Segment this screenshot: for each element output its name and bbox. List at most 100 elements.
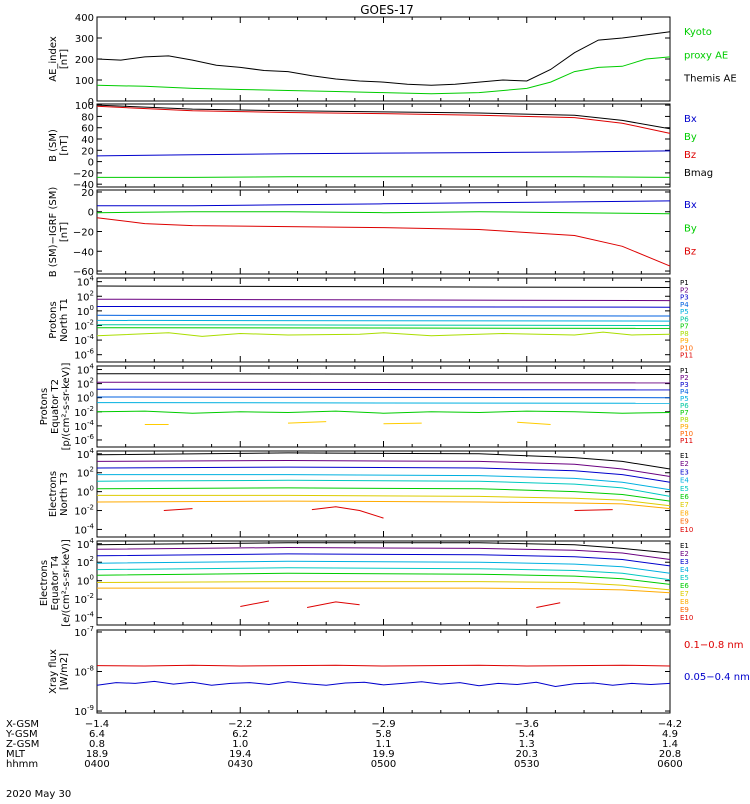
y-axis-label: B (SM) xyxy=(48,129,59,162)
series-line xyxy=(96,331,671,337)
x-axis-tick-label: 5.4 xyxy=(519,729,535,740)
y-axis-label: B (SM)−IGRF (SM) xyxy=(48,187,59,278)
y-tick-label: 100 xyxy=(75,101,94,112)
series-line xyxy=(96,105,671,134)
y-tick-label: −20 xyxy=(73,228,94,239)
series-line xyxy=(97,474,671,491)
y-tick-exponent: -6 xyxy=(87,433,95,441)
y-tick-exponent: -6 xyxy=(87,348,95,356)
series-line xyxy=(96,285,671,288)
x-axis-tick-label: −4.2 xyxy=(658,719,682,730)
panel-frame xyxy=(96,277,671,363)
y-tick-exponent: -4 xyxy=(87,333,95,341)
legend-entry: Bz xyxy=(684,247,696,258)
y-tick-label: 20 xyxy=(81,146,94,157)
legend-entry: Bz xyxy=(684,150,696,161)
series-line xyxy=(574,509,613,511)
y-tick-label: 60 xyxy=(81,124,94,135)
legend-entry: P10 xyxy=(680,430,693,438)
y-axis-label: Equator T4 xyxy=(50,556,61,611)
y-axis-label: [nT] xyxy=(59,135,70,155)
y-tick-label: 400 xyxy=(75,13,94,24)
y-tick-label: 10-7 xyxy=(74,625,94,639)
legend-entry: P1 xyxy=(680,367,689,375)
y-tick-exponent: 2 xyxy=(90,555,94,563)
legend-entry: E8 xyxy=(680,509,689,517)
series-line xyxy=(517,421,551,425)
legend-entry: Themis AE xyxy=(683,74,737,85)
x-axis-row-label: Z-GSM xyxy=(6,739,39,750)
legend-entry: Bx xyxy=(684,200,697,211)
y-tick-exponent: 4 xyxy=(90,537,95,545)
series-line xyxy=(96,553,671,567)
series-line xyxy=(96,31,671,86)
y-tick-label: −40 xyxy=(73,247,94,258)
y-tick-label: 20 xyxy=(81,188,94,199)
panel-frame xyxy=(96,629,671,714)
series-line xyxy=(97,200,671,207)
series-line xyxy=(96,104,671,130)
x-axis-row-label: Y-GSM xyxy=(5,729,38,740)
legend-entry: E10 xyxy=(680,526,693,534)
y-tick-label: 100 xyxy=(77,391,94,405)
y-tick-exponent: -2 xyxy=(87,318,94,326)
x-axis-tick-label: 0430 xyxy=(228,759,253,770)
y-axis-label: Equator T2 xyxy=(50,379,61,434)
y-tick-label: 102 xyxy=(77,377,94,391)
y-axis-label: [e/(cm²-s-sr-keV)] xyxy=(61,539,72,627)
x-axis-row-label: X-GSM xyxy=(6,719,39,730)
y-tick-exponent: -2 xyxy=(87,504,94,512)
y-tick-exponent: 4 xyxy=(90,363,95,371)
series-line xyxy=(97,587,671,594)
x-axis-tick-label: 0.8 xyxy=(89,739,105,750)
y-tick-label: 10-4 xyxy=(74,522,94,536)
y-tick-exponent: -2 xyxy=(87,405,94,413)
y-tick-label: 40 xyxy=(81,135,94,146)
legend-entry: proxy AE xyxy=(684,50,728,61)
x-axis-tick-label: 20.3 xyxy=(516,749,538,760)
panel-1: 400 300 200 100 0 AE_index [nT] Kyoto proxy AE Th… xyxy=(48,13,737,108)
panel-frame xyxy=(96,189,671,275)
series-line xyxy=(96,572,671,585)
series-line xyxy=(96,373,671,375)
x-axis-tick-label: 1.3 xyxy=(519,739,535,750)
date-label: 2020 May 30 xyxy=(6,789,71,800)
legend-entry: 0.05−0.4 nm xyxy=(684,672,750,683)
y-axis-label: [nT] xyxy=(59,222,70,242)
series-line xyxy=(96,319,671,322)
y-tick-label: 0 xyxy=(88,208,94,219)
series-line xyxy=(96,327,671,329)
x-axis-tick-label: −3.6 xyxy=(515,719,539,730)
legend-entry: E3 xyxy=(680,558,689,566)
y-tick-exponent: 0 xyxy=(90,574,94,582)
panel-frame xyxy=(96,365,671,448)
legend-entry: E1 xyxy=(680,452,689,460)
y-tick-label: 0 xyxy=(88,158,94,169)
series-line xyxy=(96,500,671,510)
panel-3: 20 0 −20 −40 −60 B (SM)−IGRF (SM) [nT] Bx By Bz xyxy=(48,187,697,278)
series-line xyxy=(96,314,671,317)
legend-entry: E4 xyxy=(680,566,689,574)
series-line xyxy=(96,211,671,215)
x-axis-tick-label: 0600 xyxy=(657,759,682,770)
x-axis-tick-label: 1.0 xyxy=(232,739,248,750)
x-axis-tick-label: 4.9 xyxy=(662,729,678,740)
y-tick-label: 104 xyxy=(77,363,95,377)
legend-entry: E4 xyxy=(680,477,689,485)
legend-entry: P8 xyxy=(680,416,689,424)
legend-entry: P6 xyxy=(680,402,689,410)
series-line xyxy=(96,396,671,399)
x-axis-tick-label: 0400 xyxy=(84,759,109,770)
y-axis-label: Electrons xyxy=(39,560,50,606)
y-tick-label: 100 xyxy=(77,485,94,499)
y-tick-label: 102 xyxy=(77,289,94,303)
legend-entry: Bmag xyxy=(684,168,713,179)
x-axis-row-label: hhmm xyxy=(6,759,38,770)
legend-entry: P9 xyxy=(680,337,689,345)
y-tick-exponent: -7 xyxy=(87,625,94,633)
y-tick-label: 104 xyxy=(77,275,95,289)
